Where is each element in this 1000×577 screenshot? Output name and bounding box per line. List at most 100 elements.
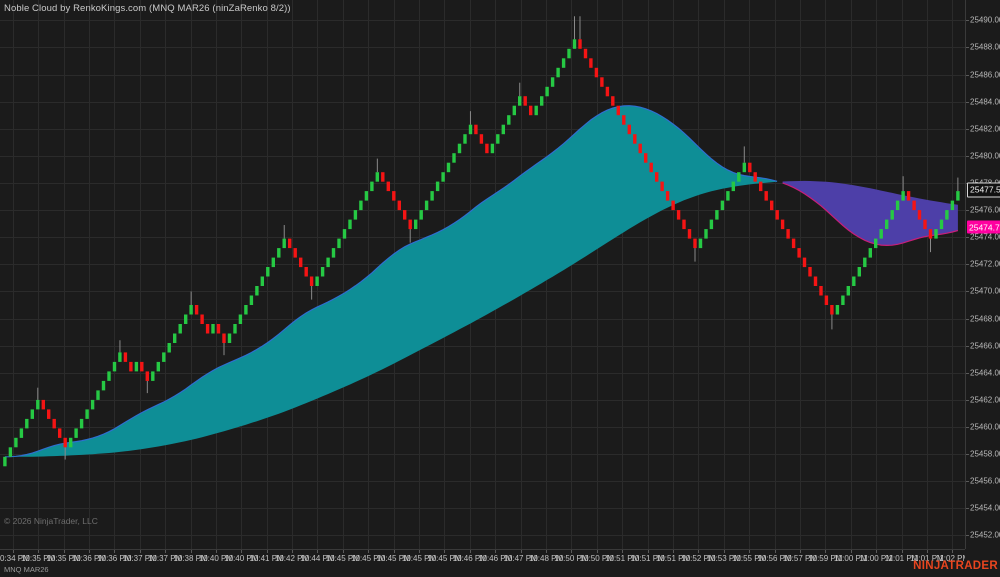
renko-brick-up [446, 162, 451, 173]
time-tick [571, 550, 573, 553]
time-tick [444, 550, 446, 553]
price-tick-label: 25458.00 [970, 449, 1000, 459]
renko-brick-up [348, 219, 352, 230]
renko-brick-up [879, 229, 883, 239]
renko-brick-down [479, 134, 484, 144]
renko-brick-up [118, 352, 122, 362]
gridline-vertical [342, 0, 344, 549]
price-tick-label: 25486.00 [970, 70, 1000, 80]
price-tick-label: 25456.00 [970, 476, 1000, 486]
renko-brick-up [96, 390, 100, 400]
price-tick-label: 25466.00 [970, 341, 1000, 351]
renko-brick-down [397, 200, 401, 211]
gridline-horizontal [0, 155, 965, 157]
gridline-horizontal [0, 128, 965, 130]
renko-brick-down [381, 172, 385, 182]
price-tick [966, 454, 1000, 456]
renko-brick-up [36, 399, 40, 410]
time-tick [165, 550, 167, 553]
price-tick-label: 25454.00 [970, 503, 1000, 513]
renko-brick-up [3, 456, 7, 467]
renko-brick-up [934, 229, 938, 239]
time-tick-label: 10:46 PM [478, 554, 513, 563]
renko-brick-up [211, 324, 215, 334]
renko-brick-up [419, 210, 423, 220]
price-tick [966, 101, 1000, 103]
renko-brick-down [222, 333, 226, 343]
time-tick [292, 550, 293, 553]
gridline-vertical [799, 0, 801, 549]
chart-canvas [3, 16, 960, 467]
renko-brick-up [890, 210, 894, 220]
renko-brick-down [802, 257, 807, 268]
renko-brick-up [14, 437, 18, 448]
renko-brick-up [266, 267, 270, 277]
time-tick [38, 550, 40, 553]
renko-brick-up [556, 67, 560, 78]
renko-brick-down [129, 361, 133, 372]
price-tick-label: 25464.00 [970, 368, 1000, 378]
renko-brick-down [638, 143, 642, 154]
gridline-vertical [190, 0, 192, 549]
price-tick-label: 25490.00 [970, 15, 1000, 25]
price-axis[interactable]: 25490.00 25488.00 25486.00 25484.00 25482.00… [965, 0, 1000, 549]
renko-brick-down [205, 324, 210, 334]
renko-brick-down [589, 58, 593, 68]
renko-brick-up [857, 267, 861, 277]
time-tick-label: 10:57 PM [782, 554, 818, 563]
bullish-cloud-fill [4, 105, 778, 457]
time-tick [368, 550, 370, 553]
time-tick-label: 10:55 PM [731, 554, 767, 563]
bid-ask-marker[interactable]: 25477.50 [967, 182, 1000, 198]
price-tick [966, 508, 1000, 510]
renko-brick-up [238, 314, 243, 324]
time-tick-label: 10:35 PM [46, 554, 81, 563]
renko-brick-up [868, 248, 872, 258]
renko-brick-up [512, 105, 516, 116]
instrument-label: MNQ MAR26 [4, 565, 49, 574]
renko-brick-up [342, 229, 347, 239]
gridline-vertical [317, 0, 319, 549]
gridline-vertical [88, 0, 90, 549]
time-tick-label: 10:50 PM [579, 554, 614, 563]
renko-brick-down [797, 248, 801, 258]
time-tick [546, 550, 547, 553]
renko-brick-up [540, 96, 544, 106]
gridline-horizontal [0, 399, 965, 401]
price-tick-label: 25482.00 [970, 124, 1000, 134]
renko-brick-down [824, 295, 829, 305]
time-tick [723, 550, 725, 553]
time-tick-label: 10:44 PM [300, 554, 335, 563]
time-tick-label: 10:50 PM [554, 554, 589, 563]
renko-brick-up [101, 380, 106, 391]
renko-brick-down [63, 437, 67, 448]
renko-brick-down [764, 191, 768, 201]
renko-brick-down [611, 96, 615, 106]
gridline-vertical [673, 0, 674, 549]
renko-brick-up [731, 181, 735, 192]
last-price-marker[interactable]: 25474.75 [967, 220, 1000, 234]
renko-brick-down [917, 210, 922, 220]
time-tick-label: 10:53 PM [706, 554, 741, 563]
time-tick [342, 550, 344, 553]
renko-brick-up [189, 305, 193, 315]
renko-brick-up [457, 143, 462, 154]
price-tick [966, 318, 1000, 320]
gridline-vertical [596, 0, 598, 549]
renko-brick-up [846, 286, 850, 296]
time-tick [12, 550, 14, 553]
gridline-vertical [876, 0, 878, 549]
renko-brick-up [895, 200, 900, 211]
gridline-vertical [139, 0, 141, 549]
renko-brick-up [167, 343, 171, 353]
price-tick-label: 25480.00 [970, 151, 1000, 161]
gridline-vertical [850, 0, 852, 549]
renko-brick-down [786, 229, 790, 239]
gridline-vertical [12, 0, 14, 549]
renko-brick-up [79, 418, 84, 429]
time-tick [647, 550, 649, 553]
price-tick [966, 372, 1000, 374]
price-tick-label: 25484.00 [970, 97, 1000, 107]
chart-plot-area[interactable] [0, 0, 965, 549]
